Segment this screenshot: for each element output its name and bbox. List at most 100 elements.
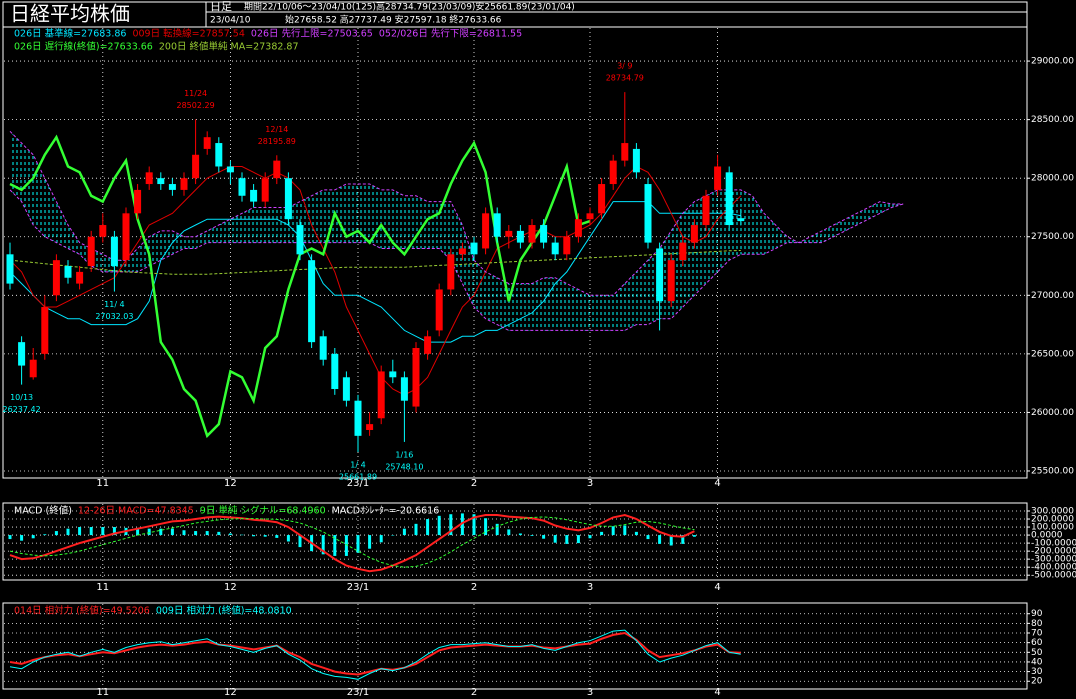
- y-tick-label: -200.0000: [1031, 547, 1076, 557]
- histogram-bar: [623, 525, 627, 536]
- annotation-value: 28502.29: [177, 101, 215, 110]
- histogram-bar: [159, 528, 163, 536]
- candle-body: [331, 353, 339, 389]
- candle-body: [702, 195, 710, 226]
- candle-body: [145, 172, 153, 185]
- y-tick-label: -400.0000: [1031, 563, 1076, 573]
- candle-body: [273, 160, 281, 179]
- y-tick-label: 29000.00: [1031, 57, 1074, 67]
- candle-body: [447, 254, 455, 290]
- legend-entry: MACDｵｼﾚｰﾀｰ=-20.6616: [332, 506, 440, 517]
- legend-entry: 12-26日 MACD=47.8345: [78, 506, 194, 517]
- histogram-bar: [298, 535, 302, 548]
- x-tick-label: 3: [587, 478, 593, 489]
- x-tick-label: 23/1: [347, 582, 369, 593]
- legend-entry: 009日 転換線=27857.54: [132, 28, 244, 40]
- legend-entry: 026日 先行上限=27503.65: [251, 28, 373, 40]
- candle-body: [621, 143, 629, 161]
- annotation-value: 26237.42: [3, 405, 41, 414]
- summary: 期間22/10/06～23/04/10(125)高28734.79(23/03/…: [244, 1, 575, 13]
- candle-body: [540, 225, 548, 243]
- histogram-bar: [20, 535, 24, 541]
- histogram-bar: [600, 531, 604, 536]
- histogram-bar: [263, 535, 267, 537]
- histogram-bar: [286, 535, 290, 542]
- histogram-bar: [565, 535, 569, 544]
- candle-body: [679, 242, 687, 261]
- histogram-bar: [78, 527, 82, 536]
- histogram-bar: [379, 535, 383, 543]
- candle-body: [435, 289, 443, 331]
- date: 23/04/10: [210, 16, 251, 26]
- candle-body: [366, 424, 374, 430]
- candle-body: [342, 377, 350, 401]
- histogram-bar: [205, 531, 209, 536]
- macd-frame: [2, 502, 1028, 581]
- series-line: [9, 250, 741, 275]
- candle-body: [76, 271, 84, 284]
- candle-body: [18, 342, 26, 366]
- annotation-value: 25748.10: [385, 462, 423, 471]
- y-tick-label: 80: [1031, 619, 1043, 629]
- y-tick-label: 28000.00: [1031, 174, 1074, 184]
- x-tick-label: 3: [587, 582, 593, 593]
- annotation-date: 11/24: [184, 89, 207, 98]
- histogram-bar: [484, 518, 488, 536]
- ohlc-text: 始27658.52 高27737.49 安27597.18 終27633.66: [285, 14, 502, 26]
- series-line: [9, 516, 695, 568]
- candle-body: [714, 166, 722, 190]
- candle-body: [482, 213, 490, 249]
- candle-body: [308, 260, 316, 343]
- x-tick-label: 2: [471, 478, 477, 489]
- candle-body: [737, 218, 745, 222]
- candle-body: [180, 178, 188, 190]
- candle-body: [493, 213, 501, 237]
- candle-body: [412, 348, 420, 407]
- histogram-bar: [402, 528, 406, 536]
- candle-body: [122, 213, 130, 261]
- candle-body: [632, 148, 640, 173]
- histogram-bar: [495, 523, 499, 536]
- x-tick-label: 23/1: [347, 478, 369, 489]
- histogram-bar: [669, 535, 673, 546]
- histogram-bar: [553, 535, 557, 543]
- y-tick-label: 40: [1031, 657, 1043, 667]
- histogram-bar: [217, 531, 221, 536]
- panel-title: MACD (終値): [14, 505, 72, 517]
- candle-body: [192, 154, 200, 179]
- period-label: 日足: [210, 0, 232, 13]
- x-tick-label: 4: [714, 687, 720, 698]
- y-tick-label: 200.0000: [1031, 515, 1074, 525]
- y-tick-label: 20: [1031, 677, 1043, 687]
- annotation-date: 1/ 4: [350, 461, 365, 470]
- y-tick-label: 30: [1031, 667, 1043, 677]
- plot-area: [4, 504, 1027, 580]
- series-line: [9, 189, 904, 331]
- plot-area: [4, 28, 1027, 478]
- histogram-bar: [31, 535, 35, 539]
- series-line: [9, 130, 904, 296]
- histogram-bar: [588, 535, 592, 539]
- histogram-bar: [8, 535, 12, 540]
- candle-body: [29, 359, 37, 378]
- histogram-bar: [344, 535, 348, 556]
- main-frame: [2, 26, 1028, 479]
- cloud-fill: [10, 131, 904, 331]
- candle-body: [400, 377, 408, 401]
- annotation-date: 11/ 4: [104, 300, 125, 309]
- histogram-bar: [426, 519, 430, 536]
- rsi-frame: [2, 602, 1028, 690]
- y-tick-label: 27000.00: [1031, 291, 1074, 301]
- candle-body: [609, 160, 617, 185]
- x-tick-label: 4: [714, 478, 720, 489]
- candle-body: [134, 189, 142, 214]
- histogram-bar: [692, 535, 696, 537]
- candle-body: [656, 248, 664, 302]
- annotation-value: 27032.03: [95, 312, 133, 321]
- candle-body: [516, 230, 524, 243]
- y-tick-label: -100.0000: [1031, 539, 1076, 549]
- histogram-bar: [240, 534, 244, 536]
- candle-body: [574, 219, 582, 237]
- candle-body: [354, 400, 362, 436]
